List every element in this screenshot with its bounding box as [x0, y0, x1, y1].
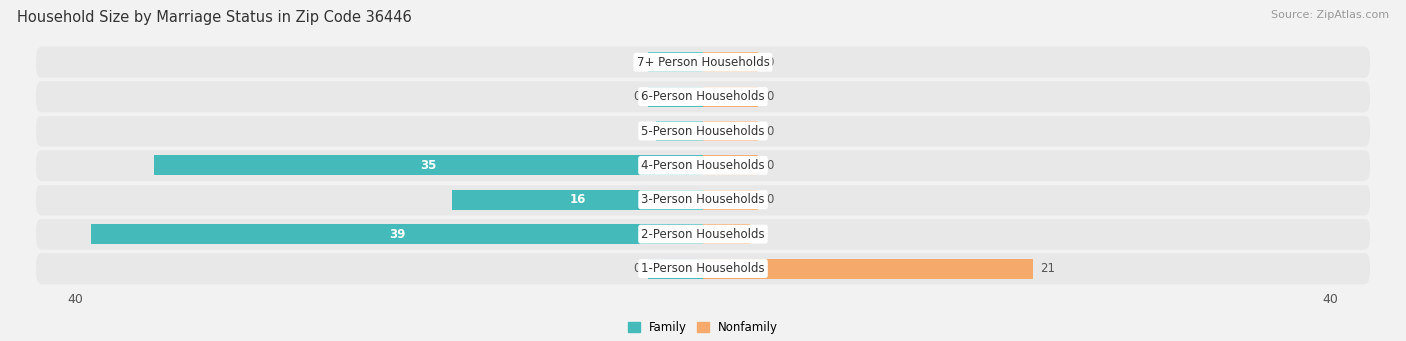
Bar [703, 121, 758, 141]
Bar [703, 87, 758, 107]
Bar [451, 190, 703, 210]
Text: 0: 0 [766, 90, 773, 103]
Text: 3-Person Households: 3-Person Households [641, 193, 765, 206]
Text: 0: 0 [633, 90, 640, 103]
FancyBboxPatch shape [37, 81, 1369, 113]
Bar [703, 224, 749, 244]
FancyBboxPatch shape [37, 46, 1369, 78]
Bar [703, 52, 758, 72]
FancyBboxPatch shape [37, 253, 1369, 284]
Bar [648, 87, 703, 107]
Bar [657, 121, 703, 141]
FancyBboxPatch shape [37, 218, 1369, 250]
Bar [648, 52, 703, 72]
Text: 2-Person Households: 2-Person Households [641, 228, 765, 241]
Text: 4-Person Households: 4-Person Households [641, 159, 765, 172]
Text: 7+ Person Households: 7+ Person Households [637, 56, 769, 69]
Text: 6-Person Households: 6-Person Households [641, 90, 765, 103]
Text: 3: 3 [758, 228, 765, 241]
Text: 35: 35 [420, 159, 436, 172]
FancyBboxPatch shape [37, 115, 1369, 147]
Bar [91, 224, 703, 244]
Text: 39: 39 [389, 228, 405, 241]
Text: 0: 0 [766, 159, 773, 172]
Text: 0: 0 [766, 193, 773, 206]
Text: Source: ZipAtlas.com: Source: ZipAtlas.com [1271, 10, 1389, 20]
Text: 0: 0 [633, 262, 640, 275]
FancyBboxPatch shape [37, 150, 1369, 181]
Text: 0: 0 [633, 56, 640, 69]
Bar [703, 258, 1032, 279]
FancyBboxPatch shape [37, 184, 1369, 216]
Text: 1-Person Households: 1-Person Households [641, 262, 765, 275]
Legend: Family, Nonfamily: Family, Nonfamily [623, 316, 783, 339]
Bar [153, 155, 703, 175]
Text: 0: 0 [766, 124, 773, 137]
Text: 3: 3 [675, 124, 683, 137]
Text: 16: 16 [569, 193, 586, 206]
Bar [648, 258, 703, 279]
Text: 21: 21 [1040, 262, 1056, 275]
Text: 5-Person Households: 5-Person Households [641, 124, 765, 137]
Text: Household Size by Marriage Status in Zip Code 36446: Household Size by Marriage Status in Zip… [17, 10, 412, 25]
Bar [703, 190, 758, 210]
Text: 0: 0 [766, 56, 773, 69]
Bar [703, 155, 758, 175]
